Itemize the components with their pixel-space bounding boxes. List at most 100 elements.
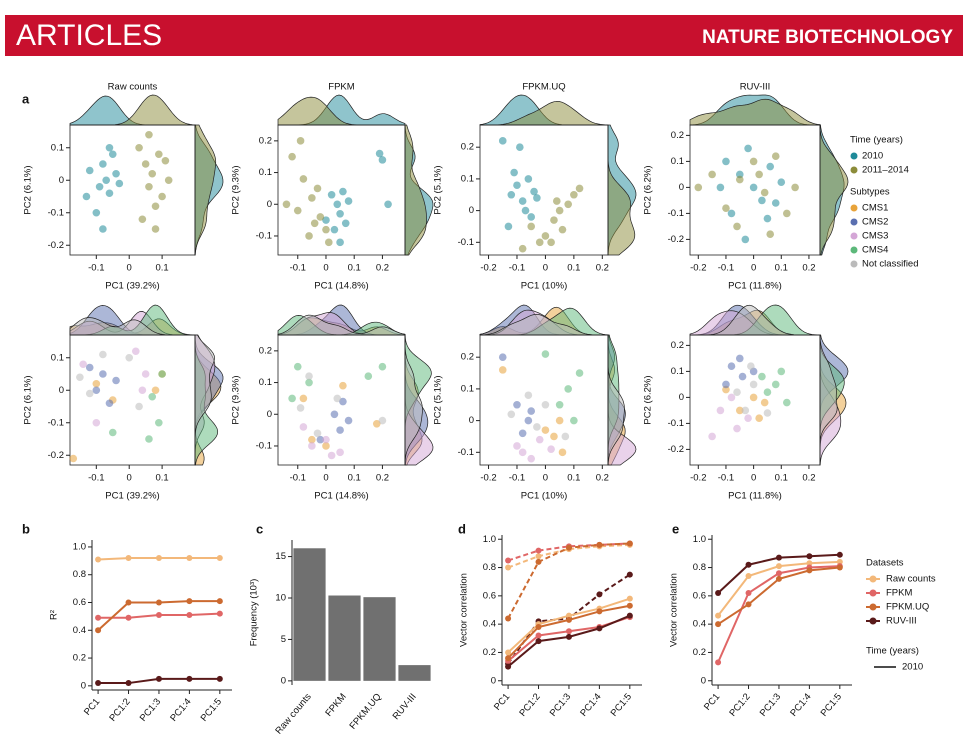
marker (216, 598, 223, 605)
point (313, 184, 322, 193)
x-tick-label: -0.1 (88, 473, 104, 484)
y-tick-label: 0.1 (259, 167, 272, 178)
point (771, 152, 780, 160)
point (783, 398, 791, 407)
y-tick-label: 0.2 (461, 142, 474, 153)
y-axis-label: PC2 (6.1%) (23, 165, 34, 214)
x-tick-label: 0.1 (155, 263, 168, 274)
marker (626, 571, 633, 578)
point (727, 209, 736, 218)
point (145, 182, 153, 191)
legend-swatch (850, 218, 858, 226)
point (518, 197, 527, 205)
point (378, 362, 387, 371)
y-tick-label: 0.2 (693, 647, 706, 658)
x-tick-label: 0 (543, 473, 548, 484)
point (330, 225, 339, 234)
point (708, 170, 716, 179)
point (722, 380, 730, 389)
point (530, 187, 538, 196)
x-tick-label: 0.2 (802, 473, 815, 484)
legend-title: Time (years) (850, 135, 903, 146)
x-tick-label: PC1:3 (138, 696, 163, 723)
x-tick-label: 0.1 (348, 263, 361, 274)
point (138, 386, 147, 395)
legend-swatch (850, 204, 858, 212)
point (131, 347, 140, 356)
point (310, 219, 319, 228)
marker (775, 554, 782, 561)
marker (745, 590, 752, 597)
y-tick-label: -0.1 (668, 418, 684, 429)
point (141, 160, 150, 168)
point (112, 169, 120, 178)
marker (565, 633, 572, 640)
point (330, 410, 339, 419)
point (749, 380, 758, 389)
point (758, 196, 766, 205)
x-tick-label: FPKM (323, 691, 348, 718)
y-tick-label: -0.2 (668, 444, 684, 455)
y-tick-label: 5 (281, 634, 286, 645)
point (112, 376, 120, 385)
point (92, 386, 101, 395)
point (305, 378, 313, 387)
point (336, 238, 344, 247)
x-tick-label: -0.1 (718, 263, 734, 274)
point (105, 189, 114, 198)
point (521, 206, 530, 215)
legend-label: Raw counts (886, 574, 936, 585)
section-title: ARTICLES (16, 19, 162, 52)
point (135, 143, 143, 152)
legend-label: CMS3 (862, 231, 888, 242)
x-tick-label: 0 (323, 473, 328, 484)
point (741, 235, 750, 244)
plot-frame (69, 124, 196, 256)
point (722, 385, 730, 394)
y-tick-label: 0 (267, 199, 272, 210)
y-tick-label: 0.1 (671, 156, 684, 167)
y-axis-label: R² (49, 610, 60, 620)
marker (596, 591, 603, 598)
point (102, 176, 110, 185)
point (513, 181, 521, 190)
point (516, 143, 524, 151)
x-tick-label: 0 (127, 263, 132, 274)
x-axis-label: PC1 (11.8%) (728, 491, 782, 502)
point (760, 398, 769, 407)
point (735, 406, 744, 415)
point (791, 183, 799, 192)
y-axis-label: PC2 (5.1%) (433, 165, 444, 214)
point (498, 137, 507, 145)
y-tick-label: -0.2 (48, 240, 64, 251)
point (533, 194, 541, 202)
point (138, 215, 147, 224)
y-tick-label: -0.2 (668, 234, 684, 245)
point (744, 414, 752, 423)
point (547, 445, 555, 453)
point (336, 448, 344, 457)
marker (155, 675, 162, 682)
point (749, 183, 758, 192)
point (151, 225, 160, 233)
point (344, 416, 353, 425)
x-tick-label: 0.1 (567, 473, 580, 484)
marker (806, 560, 813, 567)
point (771, 199, 780, 207)
legend-label: CMS2 (862, 217, 888, 228)
point (735, 175, 744, 184)
point (564, 385, 572, 393)
x-tick-label: 0 (323, 263, 328, 274)
point (541, 350, 550, 358)
marker (535, 623, 542, 630)
point (744, 144, 752, 153)
y-density (404, 124, 427, 256)
point (158, 370, 166, 378)
point (308, 435, 316, 444)
y-tick-label: -0.1 (256, 440, 272, 451)
y-tick-label: 0.1 (461, 383, 474, 394)
plot-frame (479, 124, 609, 256)
legend-swatch (850, 152, 858, 160)
plot-frame (689, 124, 821, 256)
